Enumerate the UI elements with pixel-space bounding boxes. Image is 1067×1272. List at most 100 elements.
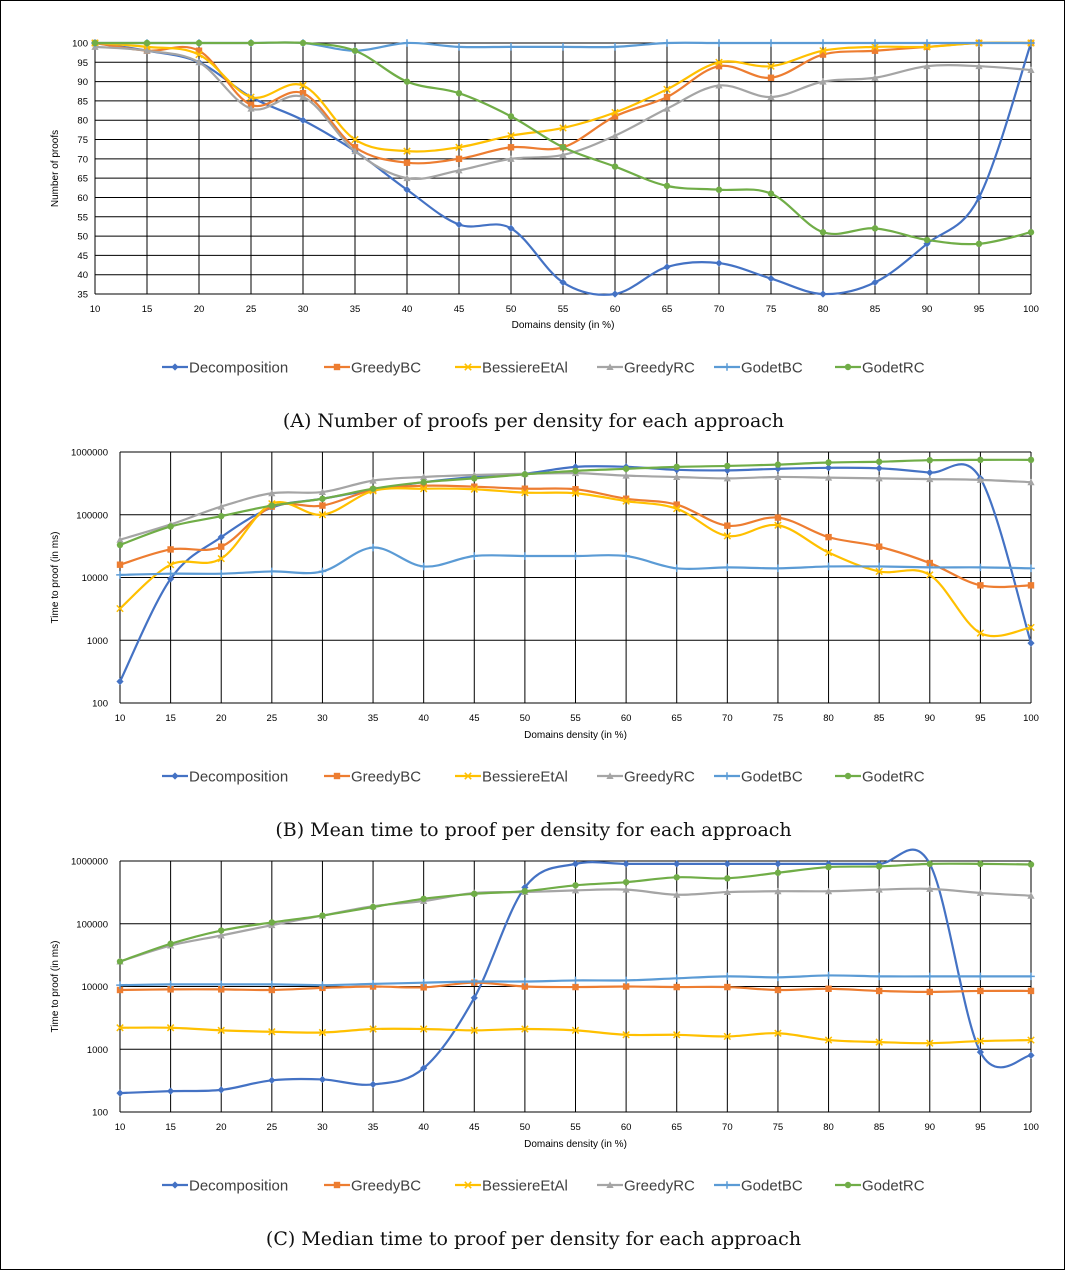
data-point xyxy=(571,976,580,985)
data-point xyxy=(268,1076,276,1084)
data-point xyxy=(571,463,580,471)
data-point xyxy=(471,483,478,490)
data-point xyxy=(926,559,933,567)
data-point xyxy=(926,475,934,483)
data-point xyxy=(195,58,203,66)
data-point xyxy=(824,887,833,895)
data-point xyxy=(217,533,225,541)
data-point xyxy=(663,105,671,112)
data-point xyxy=(611,108,619,117)
y-tick-label: 95 xyxy=(77,58,88,69)
data-point xyxy=(663,93,671,101)
x-tick-label: 95 xyxy=(974,304,985,315)
chart-c: 100 1000 10000 100000 1000000 10 15 20 25 30 35 40 4… xyxy=(50,848,1039,1250)
data-point xyxy=(166,1024,175,1032)
data-point xyxy=(923,39,931,47)
data-point xyxy=(875,972,883,981)
x-tick-label: 40 xyxy=(418,1122,429,1133)
data-point xyxy=(767,190,775,197)
y-tick-label: 1000 xyxy=(87,1045,108,1056)
x-tick-label: 90 xyxy=(924,713,935,724)
x-tick-label: 95 xyxy=(975,1122,986,1133)
data-point xyxy=(217,569,226,578)
data-point xyxy=(871,47,879,54)
legend-label: GreedyBC xyxy=(351,1178,421,1195)
legend-label: GodetRC xyxy=(862,769,925,786)
y-axis-label: Time to proof (in ms) xyxy=(50,941,61,1033)
x-tick-label: 40 xyxy=(418,713,429,724)
data-point xyxy=(774,986,782,994)
data-point xyxy=(975,193,983,202)
legend-marker xyxy=(723,1181,731,1189)
x-tick-label: 35 xyxy=(368,1122,379,1133)
data-point xyxy=(470,977,479,986)
y-tick-label: 10000 xyxy=(82,982,108,993)
legend-marker xyxy=(333,363,341,371)
legend-item-decomposition: Decomposition xyxy=(162,1178,288,1195)
data-point xyxy=(824,464,833,472)
data-point xyxy=(521,488,529,497)
data-point xyxy=(247,39,255,47)
data-point xyxy=(167,523,174,530)
data-point xyxy=(351,147,359,155)
data-point xyxy=(217,502,225,510)
data-point xyxy=(723,860,731,868)
data-point xyxy=(1027,1036,1035,1044)
data-point xyxy=(1027,478,1035,486)
data-point xyxy=(977,987,984,995)
x-tick-label: 100 xyxy=(1023,713,1039,724)
x-axis-label: Domains density (in %) xyxy=(524,730,627,741)
legend-label: GreedyRC xyxy=(624,769,695,786)
data-point xyxy=(521,983,529,990)
data-point xyxy=(819,51,827,58)
data-point xyxy=(1027,456,1035,464)
data-point xyxy=(369,477,377,484)
data-point xyxy=(673,891,681,898)
data-point xyxy=(351,144,359,151)
data-point xyxy=(774,521,782,529)
data-point xyxy=(819,229,827,236)
y-tick-label: 100000 xyxy=(76,510,108,521)
gridlines xyxy=(94,42,1032,295)
x-tick-label: 85 xyxy=(874,1122,885,1133)
data-point xyxy=(923,236,931,244)
data-point xyxy=(663,85,671,94)
data-point xyxy=(875,458,883,465)
data-point xyxy=(611,43,619,51)
data-point xyxy=(521,471,529,478)
x-tick-label: 100 xyxy=(1023,304,1039,315)
series-godetbc xyxy=(116,543,1035,579)
data-point xyxy=(672,504,681,513)
chart-b: 100 1000 10000 100000 1000000 10 15 20 25 30 35 40 4… xyxy=(50,448,1039,842)
data-point xyxy=(455,143,463,151)
data-point xyxy=(116,981,124,989)
data-point xyxy=(824,1036,833,1044)
data-point xyxy=(715,62,723,70)
data-point xyxy=(419,1025,428,1033)
legend-label: Decomposition xyxy=(189,360,288,377)
y-tick-label: 55 xyxy=(77,212,88,223)
data-point xyxy=(611,290,619,298)
data-point xyxy=(774,869,782,876)
x-tick-label: 15 xyxy=(142,304,153,315)
data-point xyxy=(521,485,529,492)
data-point xyxy=(91,39,99,47)
data-point xyxy=(723,972,732,981)
data-point xyxy=(926,571,934,579)
data-point xyxy=(1027,1051,1035,1059)
data-point xyxy=(925,972,934,981)
data-point xyxy=(926,457,933,464)
legend: Decomposition GreedyBC BessiereEtAl GreedyR… xyxy=(162,769,925,786)
data-point xyxy=(673,983,680,991)
data-point xyxy=(975,39,983,47)
data-point xyxy=(1027,582,1035,589)
data-point xyxy=(926,1039,934,1047)
data-point xyxy=(825,863,832,871)
data-point xyxy=(470,552,479,560)
data-point xyxy=(116,541,124,549)
data-point xyxy=(299,39,307,47)
y-tick-label: 100 xyxy=(92,1108,108,1119)
data-point xyxy=(875,987,883,995)
data-point xyxy=(420,1064,428,1072)
